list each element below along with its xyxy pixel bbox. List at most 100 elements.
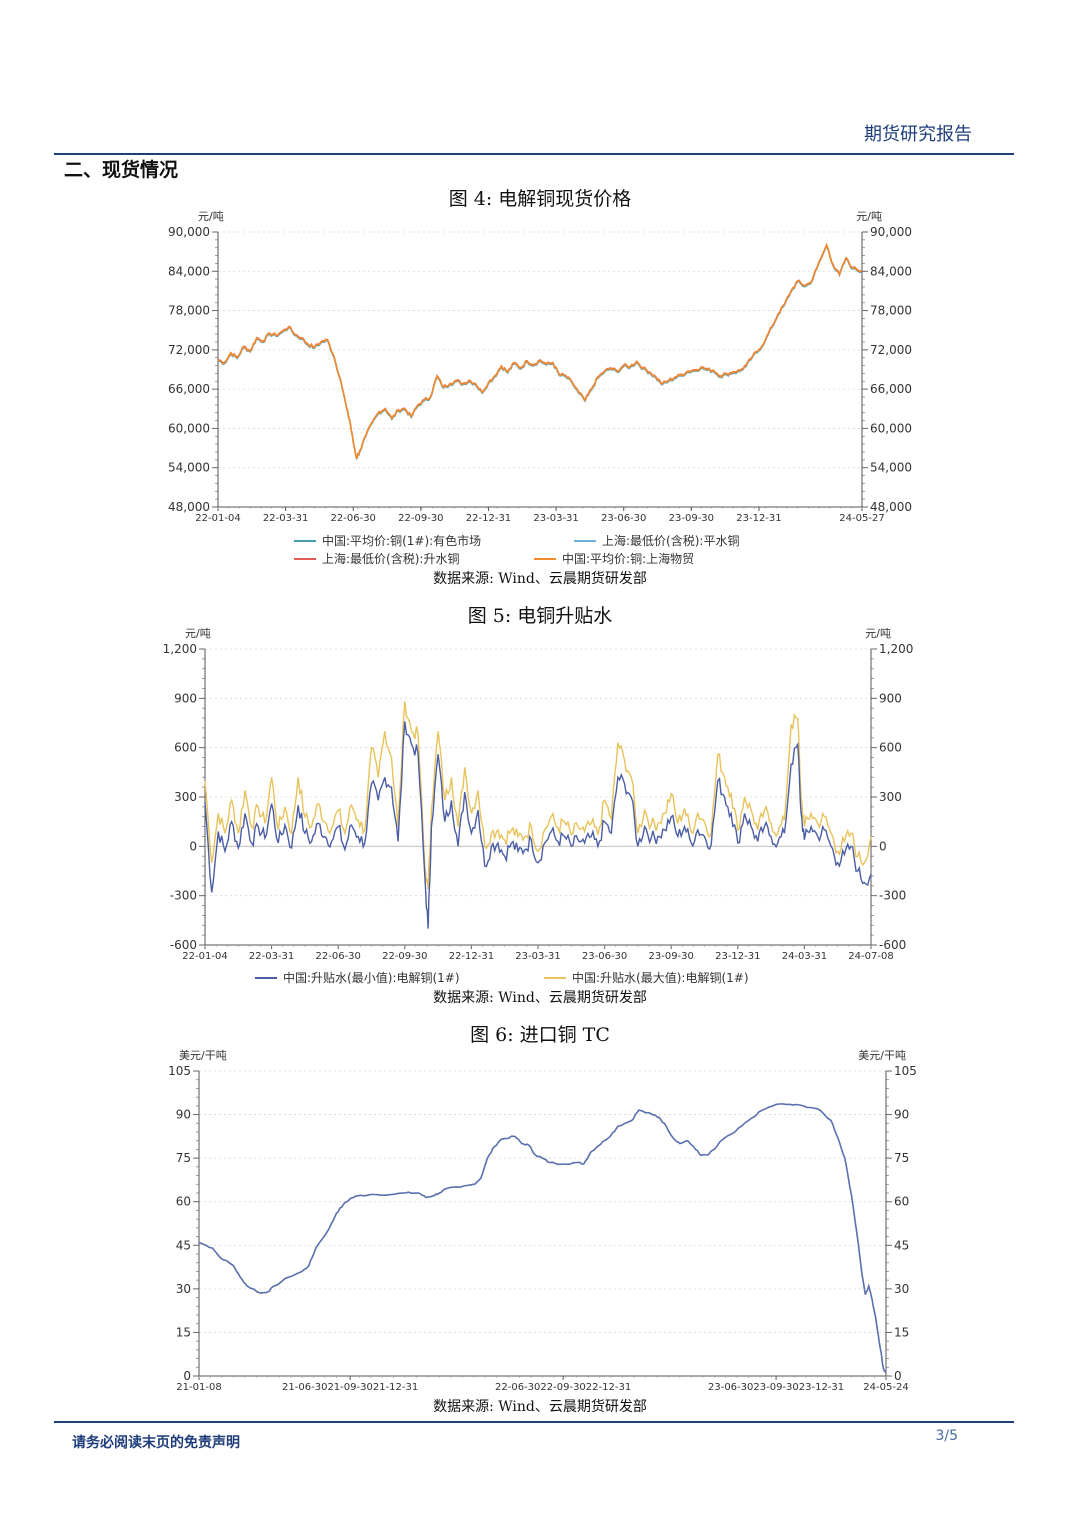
- y-tick-label-right: 300: [879, 790, 902, 804]
- y-tick-label-right: 90: [894, 1108, 909, 1122]
- x-tick-label: 21-01-08: [176, 1382, 221, 1393]
- y-tick-label-left: 45: [176, 1238, 191, 1252]
- figure-6-source: 数据来源: Wind、云晨期货研发部: [433, 1399, 647, 1415]
- y-tick-label-right: 45: [894, 1238, 909, 1252]
- y-tick-label-right: 105: [894, 1064, 917, 1078]
- y-tick-label-left: 15: [176, 1325, 191, 1339]
- y-tick-label-left: 90: [176, 1108, 191, 1122]
- x-tick-label: 23-12-31: [736, 513, 781, 524]
- y-tick-label-right: 75: [894, 1151, 909, 1165]
- legend-label: 上海:最低价(含税):升水铜: [322, 551, 459, 566]
- x-tick-label: 24-05-24: [863, 1382, 908, 1393]
- x-tick-label: 22-03-31: [263, 513, 308, 524]
- figure-4-source: 数据来源: Wind、云晨期货研发部: [433, 571, 647, 587]
- y-tick-label-left: 0: [183, 1369, 191, 1383]
- y-axis-unit-left: 元/吨: [198, 210, 224, 223]
- y-axis-unit-right: 元/吨: [865, 627, 891, 640]
- section-title: 二、现货情况: [64, 159, 179, 181]
- figure-6-title: 图 6: 进口铜 TC: [470, 1024, 610, 1046]
- y-tick-label-right: 1,200: [879, 642, 913, 656]
- series-line-max: [204, 701, 872, 890]
- x-tick-label: 24-07-08: [848, 951, 893, 962]
- y-tick-label-right: 15: [894, 1325, 909, 1339]
- y-tick-label-right: 60,000: [870, 421, 912, 435]
- x-tick-label: 23-12-31: [715, 951, 760, 962]
- y-tick-label-right: 0: [894, 1369, 902, 1383]
- y-tick-label-left: 84,000: [168, 264, 210, 278]
- x-tick-label: 23-03-31: [533, 513, 578, 524]
- x-tick-label: 23-06-3023-09-3023-12-31: [708, 1382, 844, 1393]
- y-axis-unit-left: 元/吨: [185, 627, 211, 640]
- y-tick-label-right: 900: [879, 691, 902, 705]
- chart-copper-spot-price: 48,000 48,000 54,000 54,000 60,000 60,000 66,0…: [168, 210, 912, 566]
- y-tick-label-left: 600: [174, 741, 197, 755]
- y-tick-label-right: 48,000: [870, 500, 912, 514]
- y-tick-label-left: 900: [174, 691, 197, 705]
- footer-rule: [54, 1421, 1014, 1423]
- series-line-wumao: [217, 242, 862, 460]
- x-tick-label: 22-03-31: [249, 951, 294, 962]
- x-tick-label: 23-03-31: [515, 951, 560, 962]
- y-tick-label-left: -600: [170, 938, 197, 952]
- y-tick-label-left: 72,000: [168, 343, 210, 357]
- y-tick-label-left: 60: [176, 1195, 191, 1209]
- chart-copper-premium-discount: -600 -600 -300 -300 0 0 300 300 600 600 900 900 1,20…: [163, 627, 914, 985]
- y-tick-label-left: 0: [189, 839, 197, 853]
- y-tick-label-right: 84,000: [870, 264, 912, 278]
- x-tick-label: 23-09-30: [649, 951, 694, 962]
- series-line-tc: [198, 1103, 887, 1374]
- y-tick-label-left: 105: [168, 1064, 191, 1078]
- series-line-min: [204, 721, 872, 929]
- legend-label: 中国:平均价:铜(1#):有色市场: [322, 533, 481, 548]
- y-tick-label-left: 1,200: [163, 642, 197, 656]
- x-tick-label: 23-09-30: [669, 513, 714, 524]
- x-tick-label: 22-01-04: [182, 951, 227, 962]
- y-tick-label-left: 48,000: [168, 500, 210, 514]
- figure-5-source: 数据来源: Wind、云晨期货研发部: [433, 990, 647, 1006]
- header-rule: [54, 153, 1014, 155]
- y-axis-unit-right: 美元/干吨: [858, 1049, 906, 1062]
- x-tick-label: 22-06-30: [331, 513, 376, 524]
- x-tick-label: 22-12-31: [466, 513, 511, 524]
- y-tick-label-right: 60: [894, 1195, 909, 1209]
- y-tick-label-left: 60,000: [168, 421, 210, 435]
- x-tick-label: 23-06-30: [601, 513, 646, 524]
- y-axis-unit-left: 美元/干吨: [179, 1049, 227, 1062]
- figure-4-title: 图 4: 电解铜现货价格: [448, 188, 632, 210]
- y-tick-label-left: 54,000: [168, 461, 210, 475]
- y-tick-label-left: 78,000: [168, 304, 210, 318]
- y-tick-label-right: 90,000: [870, 225, 912, 239]
- disclaimer-note: 请务必阅读末页的免责声明: [72, 1435, 240, 1451]
- y-tick-label-left: 90,000: [168, 225, 210, 239]
- legend-label: 上海:最低价(含税):平水铜: [602, 533, 739, 548]
- x-tick-label: 23-06-30: [582, 951, 627, 962]
- y-tick-label-right: 66,000: [870, 382, 912, 396]
- y-tick-label-left: 66,000: [168, 382, 210, 396]
- y-tick-label-right: 0: [879, 839, 887, 853]
- figure-5-title: 图 5: 电铜升贴水: [467, 605, 613, 627]
- chart-import-copper-tc: 0 0 15 15 30 30 45 45 60 60 75 75 90 90 105 105 美元/干吨 美元/…: [168, 1049, 917, 1393]
- x-tick-label: 22-06-3022-09-3022-12-31: [495, 1382, 631, 1393]
- x-tick-label: 22-09-30: [398, 513, 443, 524]
- y-tick-label-left: 75: [176, 1151, 191, 1165]
- y-tick-label-right: -300: [879, 889, 906, 903]
- legend-label: 中国:升贴水(最大值):电解铜(1#): [572, 970, 749, 985]
- x-tick-label: 22-06-30: [316, 951, 361, 962]
- x-tick-label: 21-06-3021-09-3021-12-31: [282, 1382, 418, 1393]
- page-number: 3/5: [935, 1428, 958, 1444]
- report-type-label: 期货研究报告: [864, 124, 972, 145]
- legend-label: 中国:平均价:铜:上海物贸: [562, 551, 694, 566]
- x-tick-label: 22-09-30: [382, 951, 427, 962]
- y-tick-label-right: -600: [879, 938, 906, 952]
- x-tick-label: 22-12-31: [449, 951, 494, 962]
- y-tick-label-left: 300: [174, 790, 197, 804]
- x-tick-label: 24-03-31: [782, 951, 827, 962]
- x-tick-label: 22-01-04: [195, 513, 240, 524]
- y-tick-label-right: 72,000: [870, 343, 912, 357]
- y-tick-label-right: 30: [894, 1282, 909, 1296]
- y-tick-label-right: 54,000: [870, 461, 912, 475]
- y-tick-label-right: 78,000: [870, 304, 912, 318]
- y-tick-label-left: 30: [176, 1282, 191, 1296]
- legend-label: 中国:升贴水(最小值):电解铜(1#): [283, 970, 460, 985]
- y-tick-label-left: -300: [170, 889, 197, 903]
